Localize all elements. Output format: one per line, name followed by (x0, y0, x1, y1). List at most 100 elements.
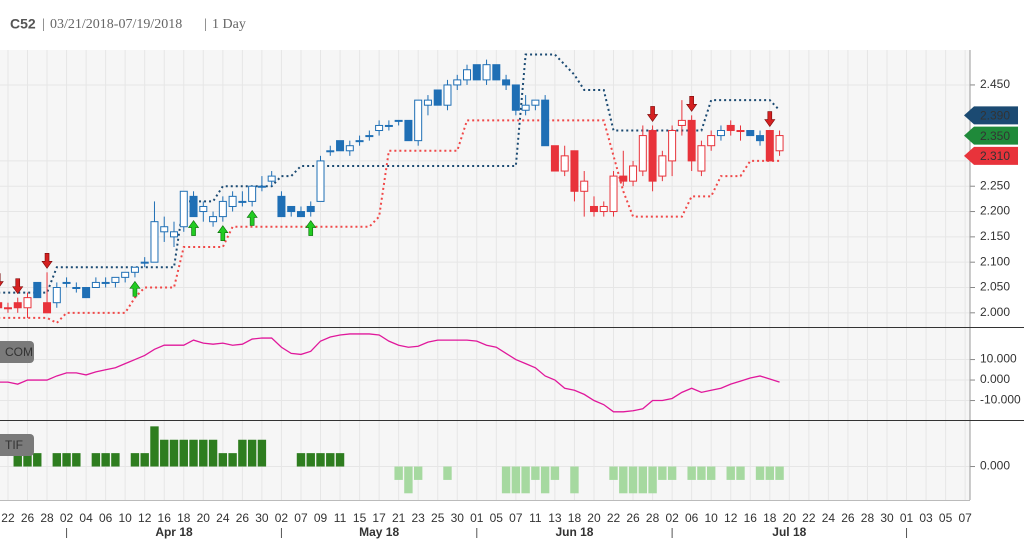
sell-arrow (41, 253, 53, 269)
sell-arrow (647, 106, 659, 122)
interval: 1 Day (212, 17, 246, 32)
bar (23, 453, 32, 467)
bar (326, 453, 335, 467)
candle-body (668, 130, 677, 162)
x-tick-label: 23 (412, 511, 426, 525)
candle-body (687, 119, 696, 162)
x-tick-label: 22 (1, 511, 15, 525)
candle-body (91, 281, 100, 289)
bar (755, 466, 765, 480)
x-tick-label: 22 (607, 511, 621, 525)
x-tick-label: 04 (79, 511, 93, 525)
candle-body (130, 266, 139, 273)
candle-body (609, 175, 618, 213)
y-tick-label: -10.000 (980, 393, 1021, 407)
y-tick-label: 0.000 (980, 459, 1010, 473)
bar (531, 466, 540, 480)
bar (208, 439, 218, 467)
x-tick-label: 07 (509, 511, 523, 525)
bar (101, 453, 110, 467)
candle-body (482, 64, 491, 81)
buy-arrow (246, 209, 258, 226)
candle-body (580, 180, 589, 192)
bar (638, 466, 648, 494)
candle-body (775, 135, 784, 152)
x-tick-label: 26 (21, 511, 35, 525)
x-tick-label: 20 (783, 511, 797, 525)
candle-body (658, 155, 667, 177)
bar (130, 453, 140, 467)
x-tick-label: 02 (60, 511, 74, 525)
candle-body (726, 124, 735, 132)
bar (140, 453, 149, 467)
indicator-line (0, 333, 780, 413)
bar (648, 466, 657, 494)
x-tick-label: 03 (919, 511, 933, 525)
candle-body (756, 135, 765, 142)
candle-body (170, 231, 179, 238)
x-tick-label: 06 (685, 511, 699, 525)
buy-arrow (129, 280, 141, 297)
date-range: 03/21/2018-07/19/2018 (50, 17, 182, 32)
x-tick-label: 01 (900, 511, 914, 525)
candle-body (160, 226, 169, 233)
x-tick-label: 24 (822, 511, 836, 525)
candle-body (707, 135, 716, 147)
y-tick-label: 2.250 (980, 178, 1010, 192)
candle-body (199, 205, 208, 213)
y-tick-label: 0.000 (980, 372, 1010, 386)
candle-body (287, 205, 296, 213)
x-tick-label: 30 (255, 511, 269, 525)
y-tick-label: 2.000 (980, 305, 1010, 319)
candle-body (560, 155, 569, 172)
candle-body (23, 297, 32, 309)
candle-body (765, 130, 774, 162)
price-flag (964, 146, 1018, 165)
x-tick-label: 02 (275, 511, 289, 525)
buy-arrow (305, 220, 317, 236)
candle-body (472, 64, 481, 81)
candle-body (433, 89, 442, 106)
panel-tag (0, 434, 34, 456)
plot-background (0, 50, 970, 500)
bar (687, 466, 696, 480)
x-tick-label: 18 (177, 511, 191, 525)
bar (199, 439, 208, 467)
x-tick-label: 22 (802, 511, 816, 525)
bar (394, 466, 403, 480)
x-tick-label: 10 (118, 511, 132, 525)
bar (169, 439, 179, 467)
y-tick-label: 10.000 (980, 352, 1017, 366)
candle-body (463, 69, 472, 81)
x-tick-label: 09 (314, 511, 328, 525)
bar (404, 466, 413, 494)
candle-body (209, 216, 218, 223)
bar (335, 453, 345, 467)
bar (736, 466, 745, 480)
x-tick-label: 21 (392, 511, 406, 525)
x-tick-label: 16 (744, 511, 758, 525)
candle-body (746, 130, 755, 137)
x-tick-label: 12 (138, 511, 152, 525)
y-tick-label: 2.450 (980, 77, 1010, 91)
x-tick-label: 30 (451, 511, 465, 525)
bar (706, 466, 716, 480)
candle-body (336, 140, 345, 152)
candle-body (629, 165, 638, 182)
x-tick-label: 26 (626, 511, 640, 525)
x-tick-label: 28 (40, 511, 54, 525)
sell-arrow (0, 273, 4, 287)
candle-body (697, 145, 706, 172)
x-tick-label: 13 (548, 511, 562, 525)
y-tick-label: 2.200 (980, 204, 1010, 218)
x-tick-label: 07 (294, 511, 308, 525)
x-tick-label: 24 (216, 511, 230, 525)
buy-arrow (217, 225, 229, 241)
panel-tag (0, 341, 34, 363)
candle-body (121, 271, 130, 278)
bar (609, 466, 618, 480)
x-tick-label: 28 (861, 511, 875, 525)
candle-body (716, 130, 725, 137)
panel-tag-label: TIF (5, 438, 23, 452)
